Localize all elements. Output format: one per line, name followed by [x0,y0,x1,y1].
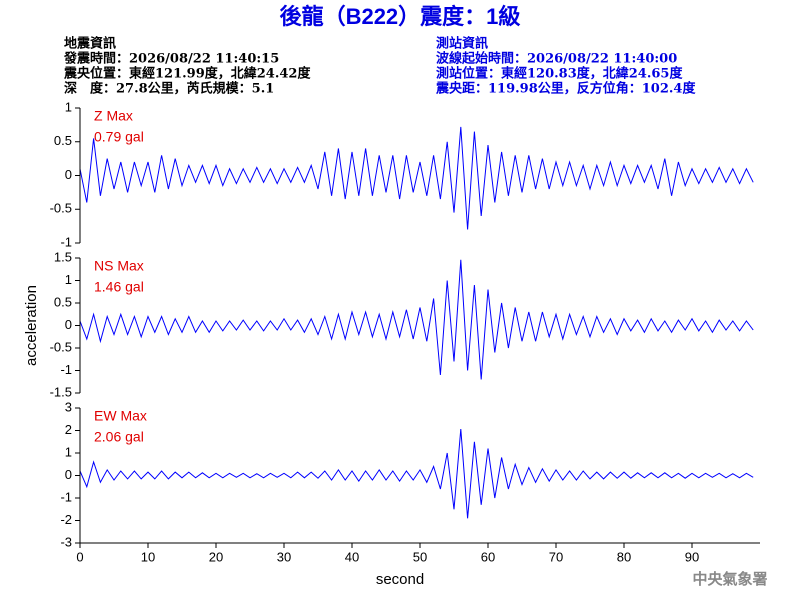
y-tick-label: -1 [60,234,72,249]
y-tick-label: 1 [65,99,72,114]
info-left: 震央位置：東經121.99度，北緯24.42度 [63,66,311,82]
annotation: Z Max [94,108,133,124]
annotation: EW Max [94,408,147,424]
title: 後龍（B222）震度：1級 [280,4,521,29]
y-tick-label: -1.5 [50,384,72,399]
y-tick-label: 0.5 [54,294,72,309]
y-tick-label: -1 [60,489,72,504]
x-tick-label: 20 [209,549,223,564]
y-tick-label: 1 [65,272,72,287]
x-tick-label: 0 [76,549,83,564]
annotation: 2.06 gal [94,429,144,445]
y-tick-label: -1 [60,362,72,377]
x-tick-label: 70 [549,549,563,564]
x-tick-label: 80 [617,549,631,564]
annotation: 0.79 gal [94,129,144,145]
y-tick-label: -0.5 [50,201,72,216]
y-axis-label: acceleration [23,285,40,366]
y-tick-label: 1.5 [54,249,72,264]
waveform [79,429,754,519]
info-left: 發震時間：2026/08/22 11:40:15 [63,51,279,67]
info-right: 波線起始時間：2026/08/22 11:40:00 [436,51,677,67]
y-tick-label: 0.5 [54,133,72,148]
waveform [79,126,754,230]
info-right: 測站資訊 [436,36,488,52]
annotation: 1.46 gal [94,279,144,295]
x-tick-label: 50 [413,549,427,564]
x-tick-label: 30 [277,549,291,564]
x-tick-label: 40 [345,549,359,564]
y-tick-label: -3 [60,534,72,549]
y-tick-label: 0 [65,167,72,182]
y-tick-label: 1 [65,444,72,459]
y-tick-label: -0.5 [50,339,72,354]
annotation: NS Max [94,258,144,274]
y-tick-label: 2 [65,422,72,437]
y-tick-label: 3 [65,399,72,414]
y-tick-label: 0 [65,317,72,332]
x-tick-label: 90 [685,549,699,564]
info-left: 深 度：27.8公里，芮氏規模：5.1 [64,81,274,97]
footer: 中央氣象署 [692,570,767,588]
waveform [79,259,754,380]
x-tick-label: 10 [141,549,155,564]
x-tick-label: 60 [481,549,495,564]
x-axis-label: second [376,571,424,588]
y-tick-label: -2 [60,512,72,527]
info-right: 震央距：119.98公里，反方位角：102.4度 [435,81,696,97]
y-tick-label: 0 [65,467,72,482]
info-right: 測站位置：東經120.83度，北緯24.65度 [436,66,683,82]
info-left: 地震資訊 [64,36,116,52]
